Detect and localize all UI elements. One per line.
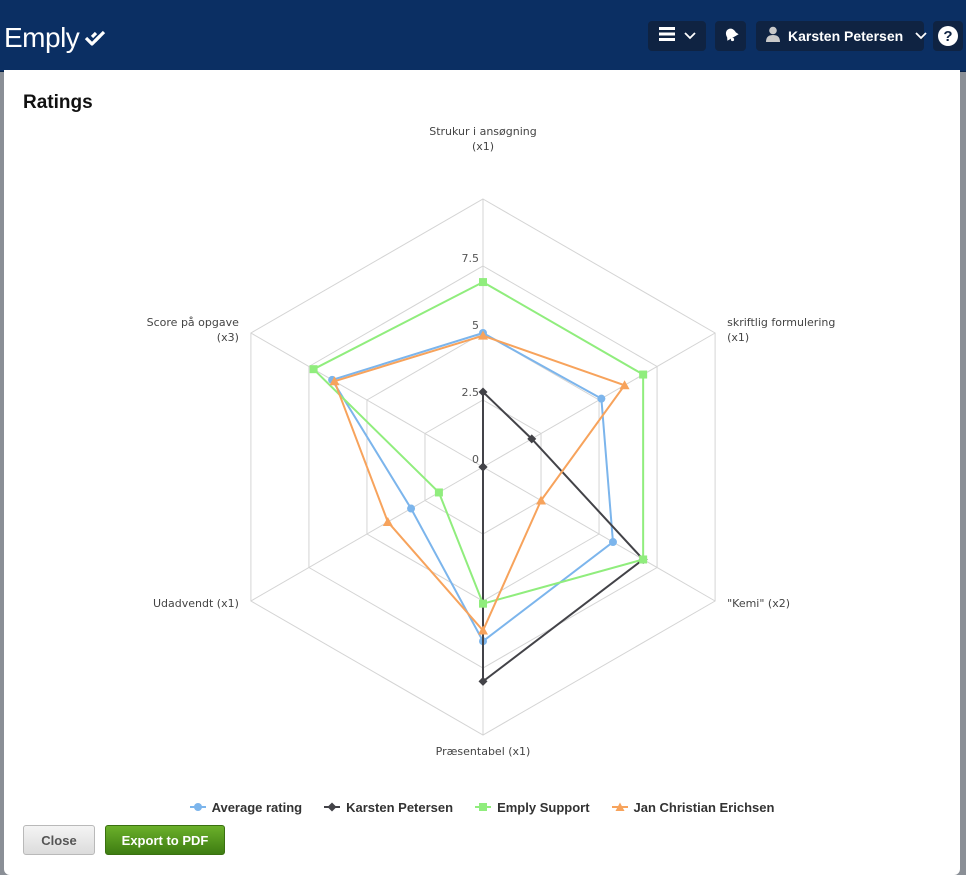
legend-symbol-icon [475, 803, 492, 811]
data-point-emply-support [639, 370, 648, 379]
bell-icon [723, 26, 739, 47]
chart-legend: Average rating Karsten Petersen Emply Supp… [4, 797, 960, 817]
main-menu-button[interactable] [648, 21, 706, 51]
data-point-emply-support [479, 278, 487, 287]
grid-spoke [250, 332, 484, 468]
radar-chart: 0 2.5 5 7.5 Strukur i ansøgning (x1) skriftlig… [147, 125, 836, 758]
series-line-karsten-petersen [482, 389, 645, 684]
legend-symbol-icon [611, 802, 628, 811]
data-point-karsten-petersen [478, 676, 488, 686]
legend-symbol-icon [189, 803, 206, 811]
top-navigation-bar: Emply [0, 0, 966, 72]
data-point-emply-support [639, 555, 648, 564]
chevron-down-icon [683, 32, 696, 40]
user-menu-button[interactable]: Karsten Petersen [756, 21, 927, 51]
logo-text: Emply [4, 22, 80, 53]
dialog-title: Ratings [23, 92, 93, 113]
axis-label: Strukur i ansøgning (x1) [429, 125, 537, 153]
data-point-jan-christian-erichsen [536, 495, 547, 505]
axis-label: Udadvendt (x1) [153, 597, 239, 610]
data-point-jan-christian-erichsen [478, 625, 488, 635]
axis-label: Præsentabel (x1) [436, 745, 531, 758]
data-point-emply-support [479, 599, 487, 608]
data-point-karsten-petersen [478, 387, 488, 397]
tick-label: 5 [472, 319, 479, 332]
data-point-average-rating [597, 394, 606, 403]
axis-label: "Kemi" (x2) [727, 597, 790, 610]
close-button[interactable]: Close [23, 825, 95, 855]
legend-item[interactable]: Karsten Petersen [324, 800, 453, 815]
tick-label: 7.5 [462, 252, 480, 265]
data-point-emply-support [309, 365, 318, 374]
axis-label: Score på opgave (x3) [147, 316, 239, 344]
legend-label: Karsten Petersen [346, 799, 454, 815]
legend-label: Average rating [211, 799, 303, 815]
data-point-jan-christian-erichsen [478, 330, 488, 340]
emply-logo[interactable]: Emply [4, 20, 107, 56]
data-point-karsten-petersen [527, 434, 537, 444]
chevron-down-icon [915, 32, 927, 40]
ratings-dialog: Ratings 0 2.5 5 7.5 Strukur i ansøgning (x1) s… [4, 70, 960, 875]
user-name: Karsten Petersen [788, 28, 904, 44]
grid-spoke [250, 466, 484, 602]
menu-list-icon [658, 26, 675, 46]
legend-item[interactable]: Average rating [189, 799, 303, 815]
series-line-jan-christian-erichsen [333, 334, 627, 633]
data-point-average-rating [407, 504, 416, 513]
help-icon: ? [938, 26, 958, 46]
grid-spoke [482, 466, 716, 602]
legend-label: Jan Christian Erichsen [633, 799, 775, 815]
data-point-jan-christian-erichsen [382, 516, 393, 526]
legend-label: Emply Support [497, 799, 590, 815]
legend-symbol-icon [324, 802, 341, 812]
tick-label: 0 [472, 453, 479, 466]
emply-logo-icon [83, 26, 107, 50]
legend-item[interactable]: Emply Support [475, 799, 590, 815]
data-point-emply-support [434, 488, 443, 497]
user-avatar-icon [766, 26, 780, 47]
legend-item[interactable]: Jan Christian Erichsen [611, 799, 775, 815]
help-button[interactable]: ? [933, 21, 963, 51]
data-point-jan-christian-erichsen [329, 376, 340, 386]
data-point-karsten-petersen [478, 462, 488, 472]
export-pdf-button[interactable]: Export to PDF [105, 825, 225, 855]
data-point-average-rating [608, 538, 617, 547]
axis-label: skriftlig formulering (x1) [727, 316, 835, 344]
notifications-button[interactable] [715, 21, 746, 51]
data-point-jan-christian-erichsen [619, 380, 630, 390]
tick-label: 2.5 [462, 386, 480, 399]
